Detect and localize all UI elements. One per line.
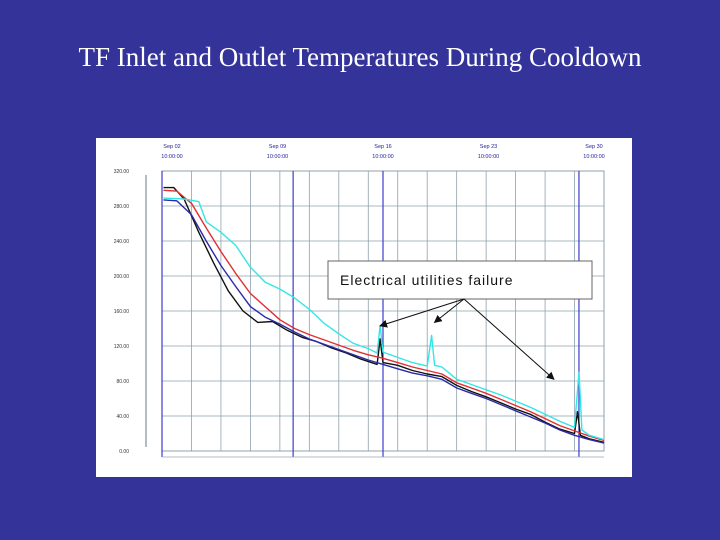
x-tick-time: 10:00:00 [372,154,393,160]
x-tick-time: 10:00:00 [161,154,182,160]
annotation-text: Electrical utilities failure [340,272,514,288]
annotation-arrow [433,298,465,323]
y-tick-label: 200.00 [114,274,130,280]
x-tick-date: Sep 23 [480,144,497,150]
series-line-black [163,186,605,443]
x-tick-time: 10:00:00 [267,154,288,160]
annotation-arrow [379,298,465,328]
y-tick-label: 120.00 [114,344,130,350]
x-tick-date: Sep 16 [374,144,391,150]
series-line-red [163,189,605,442]
y-tick-label: 160.00 [114,309,130,315]
y-tick-label: 240.00 [114,239,130,245]
x-tick-time: 10:00:00 [583,154,604,160]
y-tick-label: 80.00 [116,379,129,385]
series-line-cyan [163,197,605,441]
slide-title: TF Inlet and Outlet Temperatures During … [78,42,642,72]
temperature-chart: 0.00 40.00 80.00 120.00 160.00 200.00 240.00 28… [114,144,605,458]
series-line-blue [163,199,605,444]
annotation-arrow [463,298,555,380]
annotation-box [327,260,593,300]
y-tick-label: 0.00 [119,449,129,455]
y-tick-label: 280.00 [114,204,130,210]
y-tick-label: 320.00 [114,169,130,175]
x-tick-date: Sep 02 [163,144,180,150]
x-tick-time: 10:00:00 [478,154,499,160]
x-tick-date: Sep 09 [269,144,286,150]
x-tick-date: Sep 30 [585,144,602,150]
chart-frame: 0.00 40.00 80.00 120.00 160.00 200.00 240.00 28… [96,138,632,477]
y-tick-label: 40.00 [116,414,129,420]
